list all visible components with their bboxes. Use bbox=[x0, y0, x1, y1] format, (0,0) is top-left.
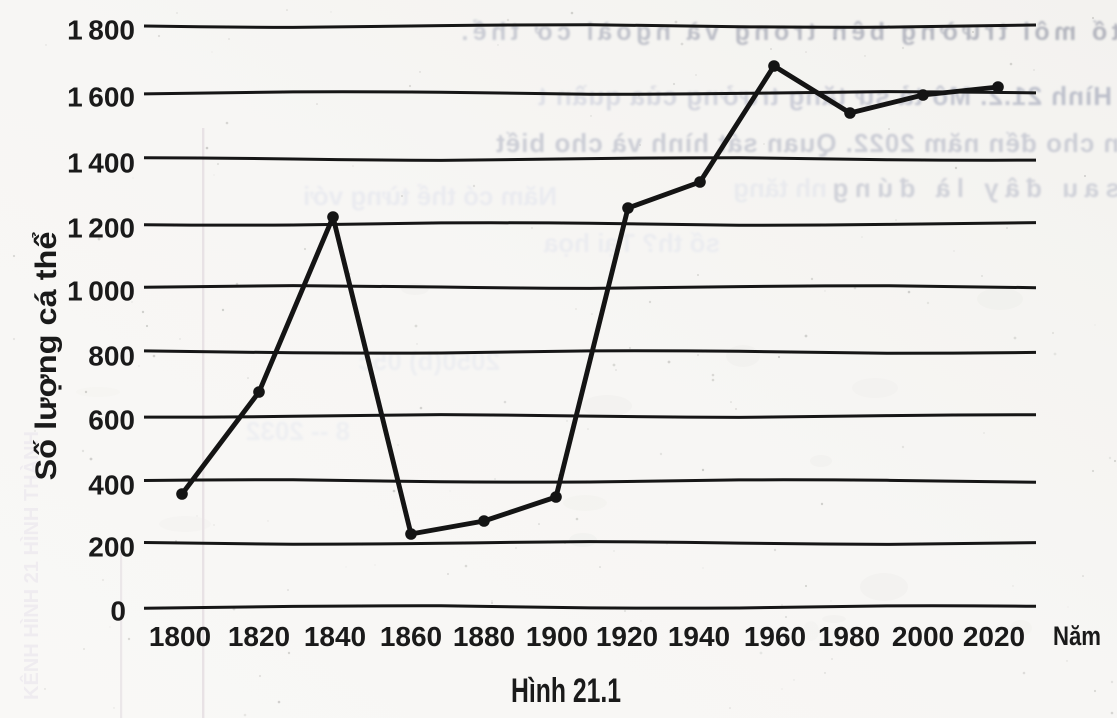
svg-text:1900: 1900 bbox=[526, 621, 588, 652]
svg-text:1 200: 1 200 bbox=[67, 213, 135, 244]
svg-text:1840: 1840 bbox=[304, 621, 366, 652]
svg-text:1940: 1940 bbox=[668, 621, 730, 652]
svg-text:KÊNH HÌNH 21 HÌNH THÀNH: KÊNH HÌNH 21 HÌNH THÀNH bbox=[19, 431, 43, 700]
svg-text:Năm có thể từng với: Năm có thể từng với bbox=[303, 181, 557, 211]
svg-text:số th? Tại họa: số th? Tại họa bbox=[543, 228, 720, 258]
svg-text:2000: 2000 bbox=[892, 621, 954, 652]
svg-text:nh tăng: nh tăng bbox=[733, 173, 827, 203]
svg-text:1880: 1880 bbox=[453, 621, 515, 652]
svg-text:Hình 21.1: Hình 21.1 bbox=[511, 672, 621, 710]
svg-text:1 800: 1 800 bbox=[67, 15, 135, 46]
svg-text:sau đây là đúng: sau đây là đúng bbox=[826, 173, 1117, 203]
svg-text:2050(b) 05c: 2050(b) 05c bbox=[358, 346, 500, 376]
svg-text:1860: 1860 bbox=[380, 621, 442, 652]
svg-text:1920: 1920 bbox=[596, 621, 658, 652]
svg-text:hiện cho đến năm 2022. Quan sá: hiện cho đến năm 2022. Quan sát hình và … bbox=[495, 128, 1117, 158]
svg-text:1 400: 1 400 bbox=[67, 148, 135, 179]
svg-text:200: 200 bbox=[88, 532, 135, 563]
svg-text:800: 800 bbox=[88, 341, 135, 372]
svg-text:tố môi trường bên trong và ngo: tố môi trường bên trong và ngoài cơ thể. bbox=[457, 18, 1117, 46]
svg-text:600: 600 bbox=[88, 405, 135, 436]
svg-text:1980: 1980 bbox=[818, 621, 880, 652]
svg-text:2020: 2020 bbox=[963, 621, 1025, 652]
svg-text:Năm: Năm bbox=[1053, 621, 1101, 651]
svg-text:1960: 1960 bbox=[744, 621, 806, 652]
svg-text:8 -- 2032: 8 -- 2032 bbox=[246, 416, 350, 446]
svg-text:Số lượng cá thể: Số lượng cá thể bbox=[30, 232, 63, 481]
svg-text:1 000: 1 000 bbox=[67, 276, 135, 307]
svg-text:1800: 1800 bbox=[149, 621, 211, 652]
svg-text:1 600: 1 600 bbox=[67, 82, 135, 113]
svg-text:0: 0 bbox=[110, 596, 126, 627]
svg-text:400: 400 bbox=[88, 470, 135, 501]
svg-text:1820: 1820 bbox=[228, 621, 290, 652]
